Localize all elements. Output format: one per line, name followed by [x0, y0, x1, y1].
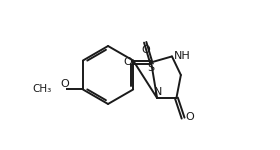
- Text: S: S: [148, 63, 155, 73]
- Text: N: N: [154, 87, 162, 97]
- Text: O: O: [185, 112, 194, 122]
- Text: O: O: [142, 45, 150, 55]
- Text: O: O: [123, 57, 132, 67]
- Text: NH: NH: [174, 51, 191, 61]
- Text: CH₃: CH₃: [33, 84, 52, 94]
- Text: O: O: [61, 79, 69, 89]
